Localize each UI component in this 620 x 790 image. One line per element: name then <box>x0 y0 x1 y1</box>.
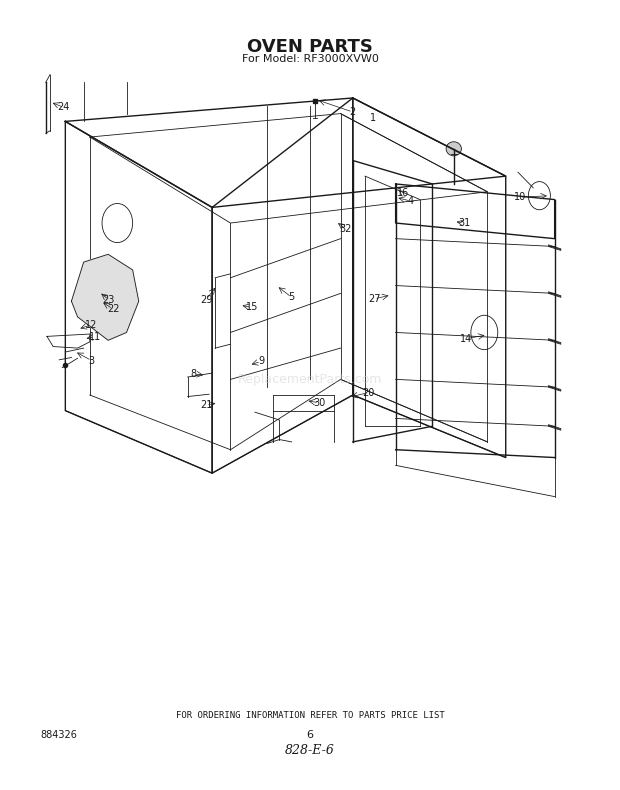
Text: 14: 14 <box>460 333 472 344</box>
Text: 3: 3 <box>89 356 95 366</box>
Text: 24: 24 <box>57 103 69 112</box>
Text: 16: 16 <box>397 188 409 198</box>
Text: 884326: 884326 <box>41 730 78 740</box>
Text: 10: 10 <box>514 192 526 202</box>
Text: For Model: RF3000XVW0: For Model: RF3000XVW0 <box>242 54 378 64</box>
Text: 4: 4 <box>408 196 414 206</box>
Text: 6: 6 <box>306 730 314 740</box>
Text: 15: 15 <box>246 303 258 313</box>
Text: 23: 23 <box>102 295 115 305</box>
Text: 30: 30 <box>313 398 326 408</box>
Text: 8: 8 <box>191 369 197 379</box>
Text: 22: 22 <box>107 304 119 314</box>
Text: 2: 2 <box>350 107 356 117</box>
Text: 12: 12 <box>86 320 98 329</box>
Text: 27: 27 <box>368 294 381 304</box>
Text: 21: 21 <box>200 401 212 410</box>
Text: 5: 5 <box>288 292 294 303</box>
Text: 1: 1 <box>370 113 376 123</box>
Text: 11: 11 <box>89 332 101 342</box>
Text: ReplacementParts.com: ReplacementParts.com <box>237 373 383 386</box>
Text: 20: 20 <box>362 388 374 397</box>
Text: OVEN PARTS: OVEN PARTS <box>247 38 373 56</box>
Ellipse shape <box>446 141 461 156</box>
Text: 32: 32 <box>339 224 352 234</box>
Text: 9: 9 <box>258 356 264 367</box>
Text: FOR ORDERING INFORMATION REFER TO PARTS PRICE LIST: FOR ORDERING INFORMATION REFER TO PARTS … <box>175 711 445 720</box>
Text: 31: 31 <box>458 218 470 228</box>
Polygon shape <box>71 254 139 340</box>
Text: 828-E-6: 828-E-6 <box>285 744 335 757</box>
Text: 29: 29 <box>200 295 212 305</box>
